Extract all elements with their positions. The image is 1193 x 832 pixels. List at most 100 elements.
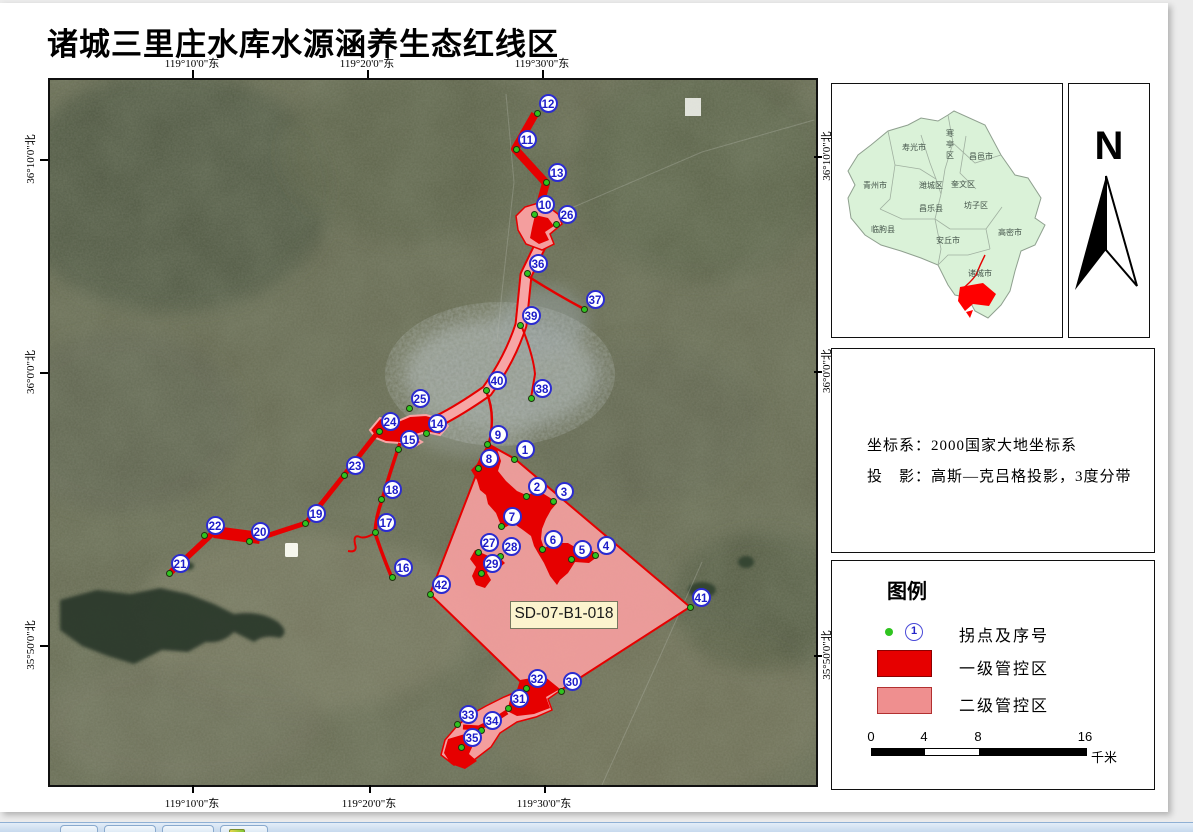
map-point-22: 22: [205, 515, 225, 535]
tick-left-1: [40, 372, 48, 374]
tick-top-1: [367, 70, 369, 78]
vertex-dot-22: [200, 531, 208, 539]
north-arrow-panel: N: [1068, 83, 1150, 338]
legend-secondary-swatch: [877, 687, 932, 714]
lon-label-top-2: 119°30'0"东: [514, 58, 570, 70]
tick-right-2: [814, 655, 822, 657]
vertex-dot-14: [422, 429, 430, 437]
scalebar-white-segment: [925, 749, 979, 755]
vertex-dot-33: [453, 720, 461, 728]
tick-bottom-0: [192, 785, 194, 793]
scalebar-tick-8: 8: [974, 729, 982, 744]
taskbar-window-button-3[interactable]: [162, 825, 214, 832]
vertex-dot-27: [474, 548, 482, 556]
inset-highlight-tip: [966, 310, 973, 318]
white-patch: [685, 98, 701, 116]
map-point-21: 21: [170, 553, 190, 573]
vertex-dot-32: [522, 684, 530, 692]
inset-district-label: 安丘市: [936, 235, 960, 245]
lon-label-bottom-1: 119°20'0"东: [341, 798, 397, 810]
map-point-13: 13: [547, 162, 567, 182]
taskbar-window-button-4[interactable]: [220, 825, 268, 832]
map-point-5: 5: [572, 539, 592, 559]
map-point-16: 16: [393, 557, 413, 577]
taskbar-window-button-1[interactable]: [60, 825, 98, 832]
map-point-36: 36: [528, 253, 548, 273]
tick-right-1: [814, 371, 822, 373]
map-point-39: 39: [521, 305, 541, 325]
area-code-label: SD-07-B1-018: [510, 601, 618, 629]
lon-label-top-1: 119°20'0"东: [339, 58, 395, 70]
vertex-dot-35: [457, 743, 465, 751]
north-arrow: [1075, 175, 1138, 290]
north-arrow-right: [1105, 175, 1138, 287]
vertex-dot-24: [375, 427, 383, 435]
scalebar: [871, 748, 1087, 756]
map-point-30: 30: [562, 671, 582, 691]
legend-panel: 图例 1 拐点及序号 一级管控区 二级管控区 0 4 8 16 千米: [831, 560, 1155, 790]
scalebar-tick-16: 16: [1077, 729, 1093, 744]
vertex-dot-18: [377, 495, 385, 503]
tick-bottom-1: [369, 785, 371, 793]
inset-district-label: 亭: [946, 139, 954, 149]
map-point-2: 2: [527, 476, 547, 496]
map-point-41: 41: [691, 587, 711, 607]
legend-point-circle: 1: [905, 623, 923, 641]
main-map: SD-07-B1-018 1 2 3 4 5 6 7 8 9 10 11 12 13 14 15 16 17 18…: [48, 78, 818, 787]
page-title: 诸城三里庄水库水源涵养生态红线区: [47, 27, 559, 62]
lon-label-bottom-0: 119°10'0"东: [164, 798, 220, 810]
vertex-dot-29: [477, 569, 485, 577]
vertex-dot-25: [405, 404, 413, 412]
map-point-9: 9: [488, 424, 508, 444]
inset-region-boundary: [847, 110, 1046, 319]
vertex-dot-7: [497, 522, 505, 530]
inset-district-borders: [879, 114, 1003, 266]
inset-district-label: 昌乐县: [919, 203, 943, 213]
map-markers: 1 2 3 4 5 6 7 8 9 10 11 12 13 14 15 16 17 18 19 20 21 22 23 24 2…: [50, 80, 816, 785]
inset-highlight-area: [958, 283, 996, 311]
primary-blob-10: [530, 215, 554, 244]
inset-district-label: 奎文区: [951, 179, 975, 189]
inset-district-label: 潍城区: [919, 180, 943, 190]
inset-map-panel: 寿光市 寒亭区 昌邑市 青州市 潍城区 奎文区 昌乐县 坊子区 临朐县 安丘市 高密市 诸城市: [831, 83, 1063, 338]
lon-label-bottom-2: 119°30'0"东: [516, 798, 572, 810]
map-point-27: 27: [479, 532, 499, 552]
map-point-12: 12: [538, 93, 558, 113]
vertex-dot-11: [512, 145, 520, 153]
tick-top-0: [192, 70, 194, 78]
vertex-dot-17: [371, 528, 379, 536]
squiggle-17: [347, 532, 376, 553]
scalebar-tick-4: 4: [920, 729, 928, 744]
inset-district-label: 青州市: [863, 180, 887, 190]
inset-district-label: 诸城市: [968, 268, 992, 278]
legend-point-label: 拐点及序号: [959, 628, 1050, 645]
inset-district-label: 昌邑市: [969, 151, 993, 161]
north-label: N: [1094, 124, 1124, 168]
lat-label-left-1: 36°0'0"北: [25, 350, 37, 394]
legend-primary-swatch: [877, 650, 932, 677]
taskbar: [0, 822, 1193, 832]
vertex-dot-9: [483, 440, 491, 448]
map-point-18: 18: [382, 479, 402, 499]
line-39-38: [520, 324, 537, 399]
map-point-31: 31: [509, 688, 529, 708]
inset-district-label: 临朐县: [871, 224, 895, 234]
map-point-4: 4: [596, 535, 616, 555]
vertex-dot-12: [533, 109, 541, 117]
corridor-secondary: [435, 240, 547, 426]
map-point-32: 32: [527, 668, 547, 688]
map-document-page: 诸城三里庄水库水源涵养生态红线区: [0, 3, 1168, 812]
map-point-8: 8: [479, 448, 499, 468]
vertex-dot-3: [549, 497, 557, 505]
vertex-dot-30: [557, 687, 565, 695]
taskbar-window-button-2[interactable]: [104, 825, 156, 832]
vertex-dot-23: [340, 471, 348, 479]
map-point-35: 35: [462, 727, 482, 747]
tick-left-0: [40, 159, 48, 161]
legend-secondary-label: 二级管控区: [959, 698, 1050, 715]
vertex-dot-37: [580, 305, 588, 313]
map-point-29: 29: [482, 553, 502, 573]
vertex-dot-26: [552, 220, 560, 228]
